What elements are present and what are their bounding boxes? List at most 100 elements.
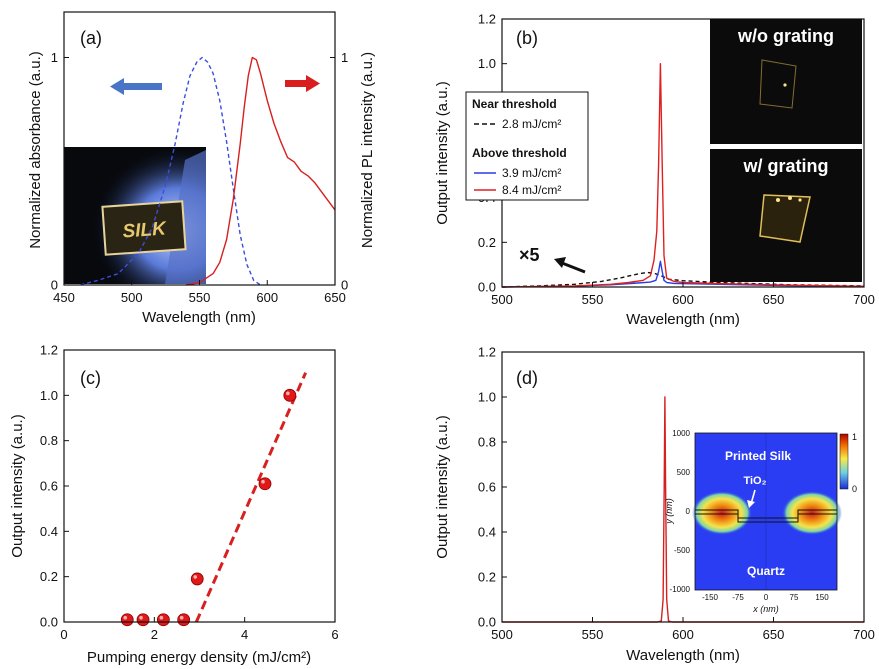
panel-b-label: (b) <box>516 28 538 48</box>
inset-ylabel: y (nm) <box>664 498 674 525</box>
data-point <box>177 613 191 627</box>
y-tick-label: 1.0 <box>40 388 58 403</box>
absorbance-curve <box>80 56 261 286</box>
colorbar-max: 1 <box>852 432 857 442</box>
x-tick-label: 650 <box>763 292 785 307</box>
inset-without-grating: w/o grating <box>710 19 862 144</box>
x-tick-label: 0 <box>60 627 67 642</box>
x-tick-label: 600 <box>672 627 694 642</box>
panel-c-xlabel: Pumping energy density (mJ/cm²) <box>87 649 311 666</box>
y-tick-label: 1 <box>51 50 58 65</box>
panel-d-ylabel: Output intensity (a.u.) <box>434 415 451 558</box>
region-label-quartz: Quartz <box>747 564 785 578</box>
field-profile-inset: Printed Silk TiO₂ Quartz 1000 500 0 -500… <box>664 429 857 614</box>
panel-a-xlabel: Wavelength (nm) <box>142 309 256 326</box>
x-tick-label: 650 <box>763 627 785 642</box>
panel-c-ylabel: Output intensity (a.u.) <box>9 414 26 557</box>
inset-xtick: 75 <box>790 593 799 602</box>
x-tick-label: 2 <box>151 627 158 642</box>
y-tick-label: 0.0 <box>478 280 496 295</box>
panel-c-fit <box>194 372 308 623</box>
inset-xtick: 0 <box>764 593 769 602</box>
x-tick-label: 700 <box>853 627 875 642</box>
inset-bottom-label: w/ grating <box>743 156 829 176</box>
y-tick-label: 0.4 <box>40 524 58 539</box>
x-tick-label: 500 <box>491 292 513 307</box>
panel-d-xlabel: Wavelength (nm) <box>626 647 740 664</box>
y-tick-label: 0 <box>51 278 58 293</box>
panel-c: 0 2 4 6 0.0 0.2 0.4 0.6 0.8 1.0 1.2 (c) Pumping e… <box>9 343 339 667</box>
data-point-highlight <box>179 615 184 620</box>
panel-a-xticks: 450 500 550 600 650 <box>53 280 346 305</box>
data-point <box>120 613 134 627</box>
x-tick-label: 700 <box>853 292 875 307</box>
right-y-tick-label: 1 <box>341 50 348 65</box>
inset-ytick: 0 <box>686 507 691 516</box>
y-tick-label: 1.2 <box>40 343 58 358</box>
y-tick-label: 0.8 <box>40 433 58 448</box>
inset-xlabel: x (nm) <box>752 604 779 614</box>
data-point-highlight <box>123 615 128 620</box>
inset-top-label: w/o grating <box>737 26 834 46</box>
panel-b-curves <box>501 63 865 288</box>
panel-d-curves <box>502 396 864 623</box>
legend-box <box>465 91 589 201</box>
data-point <box>136 613 150 627</box>
y-tick-label: 0.0 <box>478 615 496 630</box>
panel-d-xticks: 500 550 600 650 700 <box>491 617 875 642</box>
legend-entry-39: 3.9 mJ/cm² <box>502 166 561 180</box>
panel-c-yticks: 0.0 0.2 0.4 0.6 0.8 1.0 1.2 <box>40 343 69 630</box>
field-inset-yticks: 1000 500 0 -500 -1000 <box>670 429 691 594</box>
y-tick-label: 0.8 <box>478 435 496 450</box>
data-point-highlight <box>261 479 265 484</box>
inset-ytick: 1000 <box>672 429 690 438</box>
inset-ytick: 500 <box>677 468 691 477</box>
y-tick-label: 1.0 <box>478 390 496 405</box>
legend-entry-28: 2.8 mJ/cm² <box>502 117 561 131</box>
magnification-arrow <box>554 257 586 274</box>
x-tick-label: 550 <box>189 290 211 305</box>
data-point <box>190 572 204 586</box>
pl-axis-arrow <box>285 75 320 92</box>
panel-a-ylabel-left: Normalized absorbance (a.u.) <box>27 51 44 249</box>
x-tick-label: 550 <box>582 292 604 307</box>
above-threshold-84-curve <box>501 63 865 288</box>
region-label-silk: Printed Silk <box>725 449 791 463</box>
panel-c-points <box>120 388 297 627</box>
absorbance-axis-arrow <box>110 78 162 95</box>
data-point <box>258 477 272 491</box>
y-tick-label: 0.4 <box>478 525 496 540</box>
panel-a-curves <box>80 56 336 286</box>
data-point <box>283 388 297 402</box>
x-tick-label: 600 <box>672 292 694 307</box>
inset-ytick: -1000 <box>670 585 691 594</box>
panel-a-ylabel-right: Normalized PL intensity (a.u.) <box>359 52 376 248</box>
panel-b-xlabel: Wavelength (nm) <box>626 311 740 328</box>
x-tick-label: 600 <box>256 290 278 305</box>
panel-c-label: (c) <box>80 368 101 388</box>
y-tick-label: 1.2 <box>478 12 496 27</box>
inset-xtick: 150 <box>815 593 829 602</box>
y-tick-label: 0.2 <box>478 570 496 585</box>
lasing-spectrum-curve <box>502 396 864 623</box>
panel-a-silk-photo: SILK <box>64 147 206 284</box>
x-tick-label: 500 <box>491 627 513 642</box>
panel-a-label: (a) <box>80 28 102 48</box>
field-inset-xticks: -150 -75 0 75 150 <box>702 593 829 602</box>
data-point-highlight <box>139 615 143 620</box>
panel-d: 500 550 600 650 700 0.0 0.2 0.4 0.6 0.8 1.0 1.2 (d… <box>434 345 875 665</box>
y-tick-label: 0.2 <box>40 569 58 584</box>
panel-d-yticks: 0.0 0.2 0.4 0.6 0.8 1.0 1.2 <box>478 345 507 630</box>
x-tick-label: 4 <box>241 627 248 642</box>
data-point-highlight <box>286 391 290 396</box>
panel-c-xticks: 0 2 4 6 <box>60 617 339 642</box>
panel-d-label: (d) <box>516 368 538 388</box>
y-tick-label: 1.2 <box>478 345 496 360</box>
colorbar <box>839 433 849 490</box>
colorbar-min: 0 <box>852 484 857 494</box>
right-y-tick-label: 0 <box>341 278 348 293</box>
legend-entry-84: 8.4 mJ/cm² <box>502 183 561 197</box>
y-tick-label: 0.2 <box>478 235 496 250</box>
